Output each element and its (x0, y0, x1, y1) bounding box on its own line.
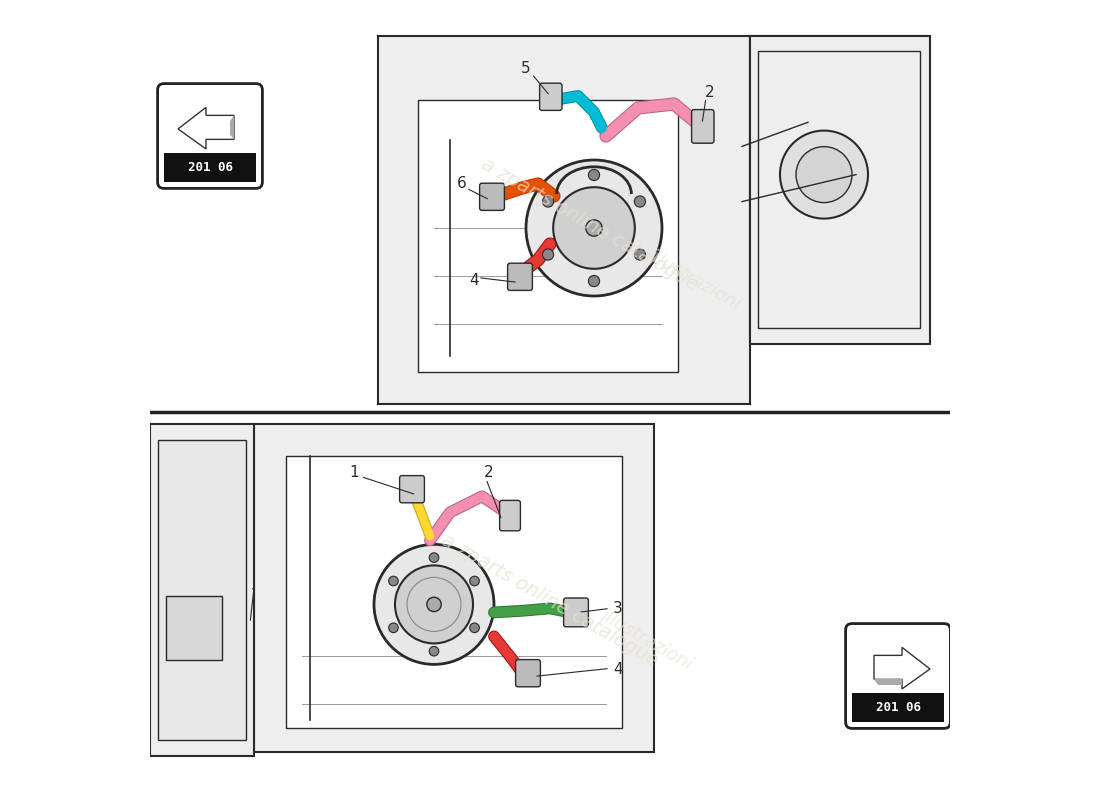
FancyBboxPatch shape (499, 501, 520, 531)
Bar (378, 36, 750, 404)
Bar (750, 36, 926, 340)
Bar (750, 36, 930, 344)
Bar (158, 440, 246, 740)
Circle shape (388, 576, 398, 586)
Text: 4: 4 (613, 662, 623, 678)
FancyBboxPatch shape (563, 598, 589, 627)
Circle shape (429, 646, 439, 656)
FancyBboxPatch shape (157, 84, 263, 189)
Text: a zparts online catalogue: a zparts online catalogue (438, 530, 662, 670)
Bar (418, 100, 678, 372)
Circle shape (427, 597, 441, 611)
Circle shape (429, 553, 439, 562)
Circle shape (470, 576, 480, 586)
Text: 4: 4 (470, 273, 478, 287)
Text: illustrazioni: illustrazioni (645, 246, 744, 314)
Circle shape (542, 196, 553, 207)
Polygon shape (874, 679, 902, 685)
Circle shape (553, 187, 635, 269)
FancyBboxPatch shape (516, 659, 540, 686)
Polygon shape (178, 107, 234, 149)
Circle shape (388, 623, 398, 633)
Text: 5: 5 (521, 61, 531, 75)
Bar (164, 153, 256, 182)
Circle shape (395, 566, 473, 643)
FancyBboxPatch shape (507, 263, 532, 290)
Circle shape (635, 196, 646, 207)
Bar (150, 424, 254, 756)
Circle shape (588, 275, 600, 286)
Text: 3: 3 (613, 601, 623, 616)
Text: 201 06: 201 06 (187, 161, 232, 174)
Circle shape (780, 130, 868, 218)
Bar (852, 693, 944, 722)
Polygon shape (230, 115, 234, 139)
FancyBboxPatch shape (846, 624, 950, 728)
FancyBboxPatch shape (399, 475, 425, 503)
Text: 2: 2 (705, 85, 715, 99)
Circle shape (796, 146, 852, 202)
Text: illustrazioni: illustrazioni (597, 606, 695, 674)
Bar (758, 50, 920, 328)
Polygon shape (874, 647, 929, 689)
FancyBboxPatch shape (480, 183, 505, 210)
Bar (254, 424, 654, 752)
Circle shape (542, 249, 553, 260)
Circle shape (588, 170, 600, 181)
FancyBboxPatch shape (692, 110, 714, 143)
Text: 201 06: 201 06 (876, 701, 921, 714)
Circle shape (374, 544, 494, 664)
Bar (286, 456, 622, 728)
FancyBboxPatch shape (540, 83, 562, 110)
Circle shape (635, 249, 646, 260)
Text: 2: 2 (484, 465, 493, 480)
Circle shape (470, 623, 480, 633)
Text: 1: 1 (349, 465, 359, 480)
Circle shape (526, 160, 662, 296)
Text: 6: 6 (458, 177, 466, 191)
Bar (166, 596, 222, 660)
Text: a zparts online catalogue: a zparts online catalogue (478, 154, 702, 294)
Circle shape (586, 220, 602, 236)
